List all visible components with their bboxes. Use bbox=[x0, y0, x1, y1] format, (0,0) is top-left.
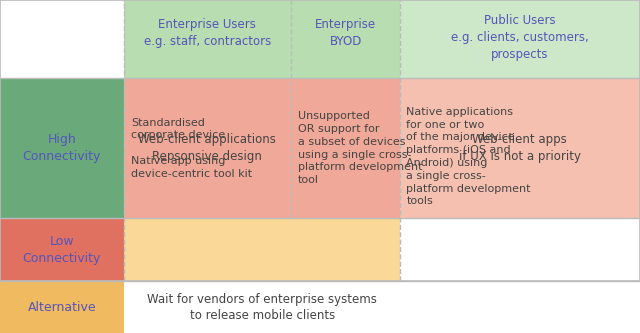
Text: Native applications
for one or two
of the major device
platforms (iOS and
Androi: Native applications for one or two of th… bbox=[406, 107, 531, 206]
Text: High
Connectivity: High Connectivity bbox=[22, 133, 101, 163]
Text: Standardised
corporate device

Native app using
device-centric tool kit: Standardised corporate device Native app… bbox=[131, 118, 252, 179]
Text: Enterprise
BYOD: Enterprise BYOD bbox=[315, 18, 376, 48]
Bar bbox=[400, 0, 640, 78]
Bar bbox=[400, 218, 640, 281]
Text: Web-client apps
if UX is not a priority: Web-client apps if UX is not a priority bbox=[459, 134, 580, 163]
Bar bbox=[291, 78, 400, 218]
Text: Web-client applications
Repsonsive design: Web-client applications Repsonsive desig… bbox=[138, 134, 276, 163]
Text: Enterprise Users
e.g. staff, contractors: Enterprise Users e.g. staff, contractors bbox=[144, 18, 271, 48]
Bar bbox=[400, 78, 640, 218]
Bar bbox=[124, 218, 400, 281]
Bar bbox=[0, 281, 124, 333]
Bar bbox=[124, 78, 291, 218]
Text: Public Users
e.g. clients, customers,
prospects: Public Users e.g. clients, customers, pr… bbox=[451, 14, 589, 61]
Bar bbox=[0, 78, 124, 218]
Text: Alternative: Alternative bbox=[28, 301, 96, 314]
Bar bbox=[124, 0, 400, 78]
Text: Low
Connectivity: Low Connectivity bbox=[22, 235, 101, 265]
Text: Unsupported
OR support for
a subset of devices
using a single cross-
platform de: Unsupported OR support for a subset of d… bbox=[298, 111, 422, 185]
Bar bbox=[0, 0, 640, 281]
Text: Wait for vendors of enterprise systems
to release mobile clients: Wait for vendors of enterprise systems t… bbox=[147, 293, 378, 322]
Bar bbox=[0, 218, 124, 281]
